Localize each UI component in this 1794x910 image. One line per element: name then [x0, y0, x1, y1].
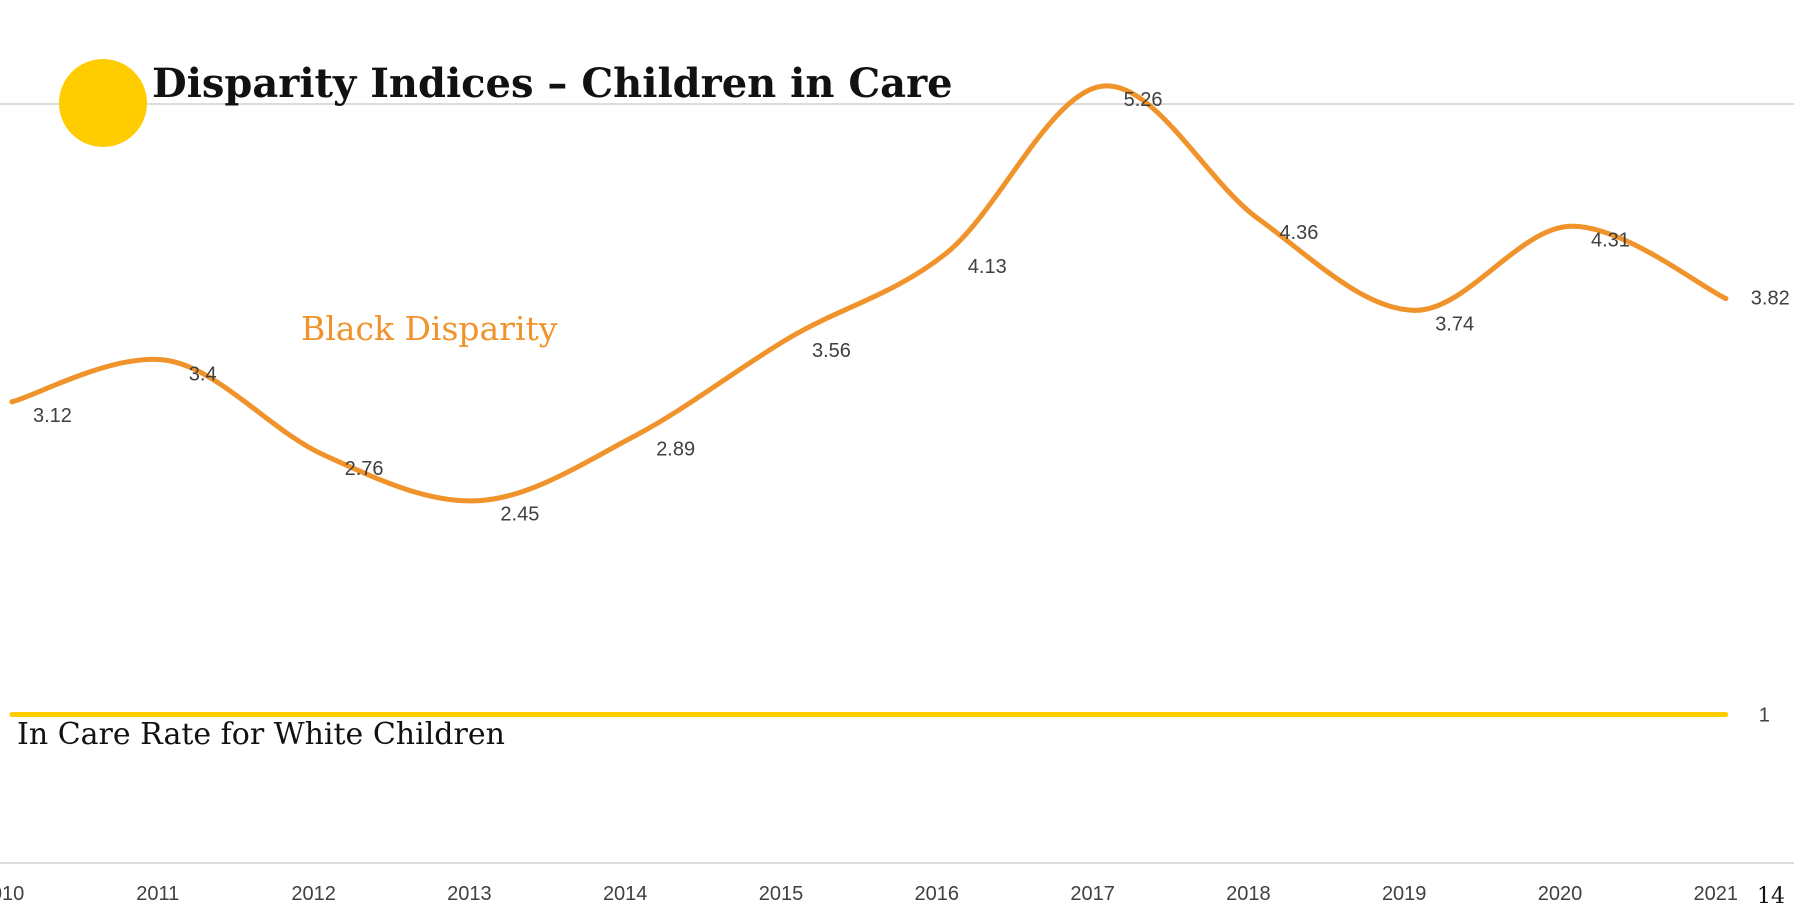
black-series-data-label: 2.76	[345, 458, 384, 480]
black-series-point	[476, 498, 482, 504]
black-series-point	[632, 433, 638, 439]
white-series-end-label: 1	[1759, 705, 1770, 727]
x-tick-label: 2010	[0, 883, 24, 905]
black-series-data-label: 2.45	[500, 504, 539, 526]
black-series-data-label: 3.74	[1435, 313, 1474, 335]
black-series-point	[788, 334, 794, 340]
x-tick-label: 2017	[1070, 883, 1115, 905]
x-tick-label: 2014	[603, 883, 648, 905]
black-series-line	[9, 83, 1729, 504]
x-tick-label: 2012	[291, 883, 336, 905]
title-accent-circle	[59, 59, 147, 147]
black-series-point	[1567, 223, 1573, 229]
black-series-point	[1255, 216, 1261, 222]
black-series-point	[1100, 83, 1106, 89]
series-label-black: Black Disparity	[301, 309, 558, 348]
x-tick-label: 2013	[447, 883, 492, 905]
black-series-data-label: 4.13	[968, 256, 1007, 278]
black-series-point	[9, 399, 15, 405]
black-series-data-label: 3.56	[812, 340, 851, 362]
black-series-data-label: 4.36	[1279, 222, 1318, 244]
black-series-point	[321, 452, 327, 458]
x-tick-label: 2016	[915, 883, 960, 905]
black-series-point	[1411, 307, 1417, 313]
x-tick-label: 2018	[1226, 883, 1271, 905]
black-series-point	[165, 358, 171, 363]
black-series-data-label: 3.4	[189, 364, 217, 386]
x-tick-label: 2019	[1382, 883, 1427, 905]
x-tick-label: 2011	[136, 883, 179, 905]
page-number: 14	[1757, 884, 1785, 909]
black-series-data-label: 3.12	[33, 405, 72, 427]
x-axis-ticks: 2010 2011 2012 2013 2014 2015 2016 2017 2018 2019…	[0, 883, 1738, 905]
x-tick-label: 2021	[1694, 883, 1739, 905]
black-series-point	[944, 250, 950, 256]
white-series: 1	[9, 705, 1770, 727]
black-series: 3.12 3.4 2.76 2.45 2.89 3.56 4.13 5.26 4.36 3.74 4…	[9, 83, 1790, 526]
x-tick-label: 2015	[759, 883, 804, 905]
series-label-white: In Care Rate for White Children	[17, 717, 505, 752]
black-series-data-label: 2.89	[656, 439, 695, 461]
black-series-point	[1723, 296, 1729, 302]
black-series-data-label: 4.31	[1591, 229, 1630, 251]
black-series-data-label: 5.26	[1124, 89, 1163, 111]
page-title: Disparity Indices – Children in Care	[152, 60, 953, 107]
black-series-data-label: 3.82	[1751, 288, 1790, 310]
x-tick-label: 2020	[1538, 883, 1583, 905]
